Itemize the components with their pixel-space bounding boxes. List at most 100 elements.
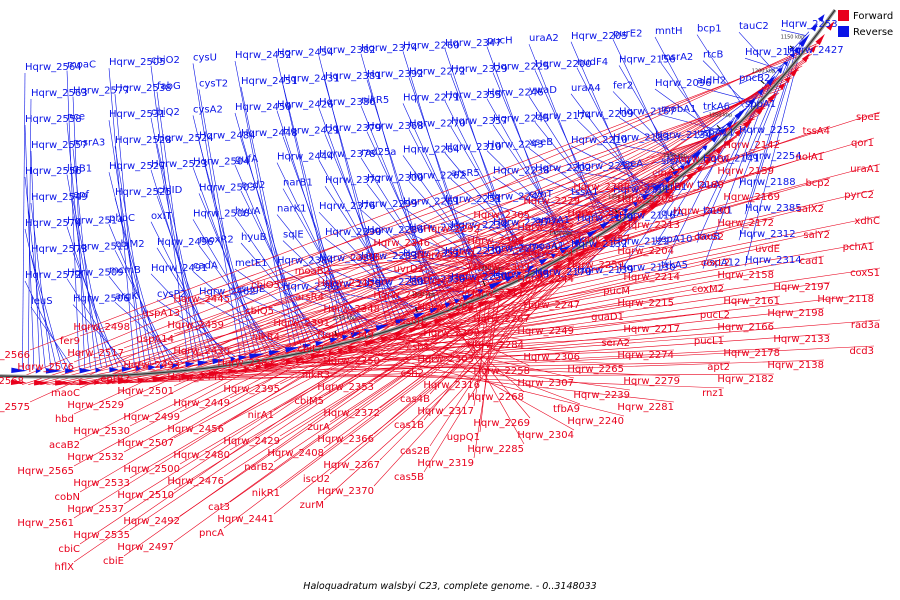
label-connector <box>192 63 241 356</box>
gene-label: Hqrw_2167 <box>619 106 676 117</box>
label-connector <box>73 53 813 563</box>
gene-label: tauC1 <box>703 206 733 217</box>
label-connector <box>179 153 719 361</box>
gene-label: serA2 <box>601 338 630 349</box>
gene-label: rtcB <box>703 50 724 61</box>
gene-feature <box>285 359 294 365</box>
gene-label: qor1 <box>851 138 874 149</box>
gene-label: purE2 <box>613 28 642 39</box>
gene-feature <box>776 67 783 74</box>
gene-label: Hqrw_2111 <box>613 184 670 195</box>
gene-label: cas6B <box>394 316 424 327</box>
gene-label: nikR3 <box>302 370 330 381</box>
gene-label: cbiM2 <box>115 239 145 250</box>
gene-feature <box>337 348 344 354</box>
label-connector <box>323 235 614 397</box>
label-connector <box>282 136 355 333</box>
gene-label: uspA10 <box>655 234 692 245</box>
gene-label: Hqrw_2529 <box>67 400 124 411</box>
label-connector <box>366 287 473 293</box>
gene-feature <box>809 44 817 53</box>
gene-label: Hqrw_2230 <box>445 246 502 257</box>
gene-label: Hqrw_2292 <box>423 224 480 235</box>
label-connector <box>229 186 682 347</box>
gene-feature <box>228 368 237 375</box>
gene-label: hyuB <box>241 232 267 243</box>
gene-label: Hqrw_2346 <box>373 238 430 249</box>
scale-tick-mark <box>760 80 765 85</box>
gene-label: Hqrw_2303 <box>417 354 474 365</box>
gene-label: cbiO5 <box>251 280 280 291</box>
gene-label: pyrC2 <box>844 190 874 201</box>
forward-gene-labels: speE qor1 uraA1 pyrC2 xdhC pchA1 coxS1 Hqrw_211… <box>0 112 880 573</box>
gene-label: ligB1 <box>67 164 92 175</box>
gene-label: narK1 <box>277 204 307 215</box>
gene-label: Hqrw_2506 <box>73 294 130 305</box>
gene-label: cas1B <box>394 420 424 431</box>
gene-label: Hqrw_2298 <box>423 328 480 339</box>
gene-label: Hqrw_2498 <box>73 322 130 333</box>
gene-feature <box>783 61 788 67</box>
label-connector <box>72 96 86 369</box>
gene-label: Hqrw_2568 <box>0 376 24 387</box>
gene-feature <box>679 165 685 170</box>
label-connector <box>156 143 205 361</box>
gene-label: cas5B <box>394 472 424 483</box>
gene-label: Hqrw_2337 <box>373 290 430 301</box>
gene-label: Hqrw_2319 <box>417 458 474 469</box>
gene-feature <box>433 318 446 325</box>
label-connector <box>229 166 705 503</box>
label-connector <box>73 61 806 519</box>
gene-feature <box>109 367 119 373</box>
gene-label: Hqrw_2527 <box>109 161 166 172</box>
gene-feature <box>691 150 703 160</box>
gene-label: csh2 <box>401 368 424 379</box>
gene-label: salX2 <box>797 204 824 215</box>
gene-feature <box>394 318 409 326</box>
gene-label: Hqrw_2188 <box>739 177 796 188</box>
gene-label: salY2 <box>803 230 830 241</box>
gene-label: Hqrw_2262 <box>409 170 466 181</box>
gene-label: Hqrw_2190 <box>673 206 730 217</box>
gene-feature <box>507 287 517 295</box>
gene-label: Hqrw_2563 <box>31 88 88 99</box>
gene-feature <box>185 361 195 368</box>
gene-label: cat3 <box>208 502 230 513</box>
gene-feature <box>538 258 549 265</box>
label-connector <box>108 120 146 366</box>
gene-label: Hqrw_2212 <box>577 161 634 172</box>
gene-label: Hqrw_2280 <box>367 277 424 288</box>
label-connector <box>373 261 571 383</box>
gene-feature <box>79 379 91 386</box>
gene-label: moxR2 <box>199 234 234 245</box>
gene-label: Hqrw_2265 <box>567 364 624 375</box>
gene-feature <box>793 47 799 54</box>
scale-tick-label: 1400 kbp <box>549 231 573 237</box>
label-connector <box>22 72 26 369</box>
gene-feature <box>703 155 715 166</box>
gene-feature <box>197 360 209 366</box>
gene-label: Hqrw_2556 <box>25 166 82 177</box>
gene-label: Hqrw_2492 <box>123 516 180 527</box>
gene-label: Hqrw_2213 <box>623 220 680 231</box>
gene-label: Hqrw_2132 <box>571 239 628 250</box>
label-connector <box>329 248 593 267</box>
label-connector <box>696 34 744 108</box>
gene-feature <box>341 334 349 341</box>
gene-feature <box>572 236 587 246</box>
gene-label: Hqrw_2214 <box>623 272 680 283</box>
gene-feature <box>135 365 142 372</box>
gene-label: cbiE <box>103 556 124 567</box>
gene-label: Hqrw_2345 <box>317 278 374 289</box>
gene-feature <box>743 115 756 129</box>
gene-label: cysP2 <box>157 289 186 300</box>
gene-label: Hqrw_2208 <box>617 194 674 205</box>
scale-tick-mark <box>716 125 721 130</box>
gene-label: Hqrw_2395 <box>223 384 280 395</box>
gene-label: Hqrw_2355 <box>445 90 502 101</box>
gene-feature <box>724 138 733 147</box>
gene-label: Hqrw_2246 <box>487 88 544 99</box>
gene-feature <box>600 221 611 229</box>
gene-feature <box>622 208 629 214</box>
gene-label: Hqrw_2378 <box>319 149 376 160</box>
